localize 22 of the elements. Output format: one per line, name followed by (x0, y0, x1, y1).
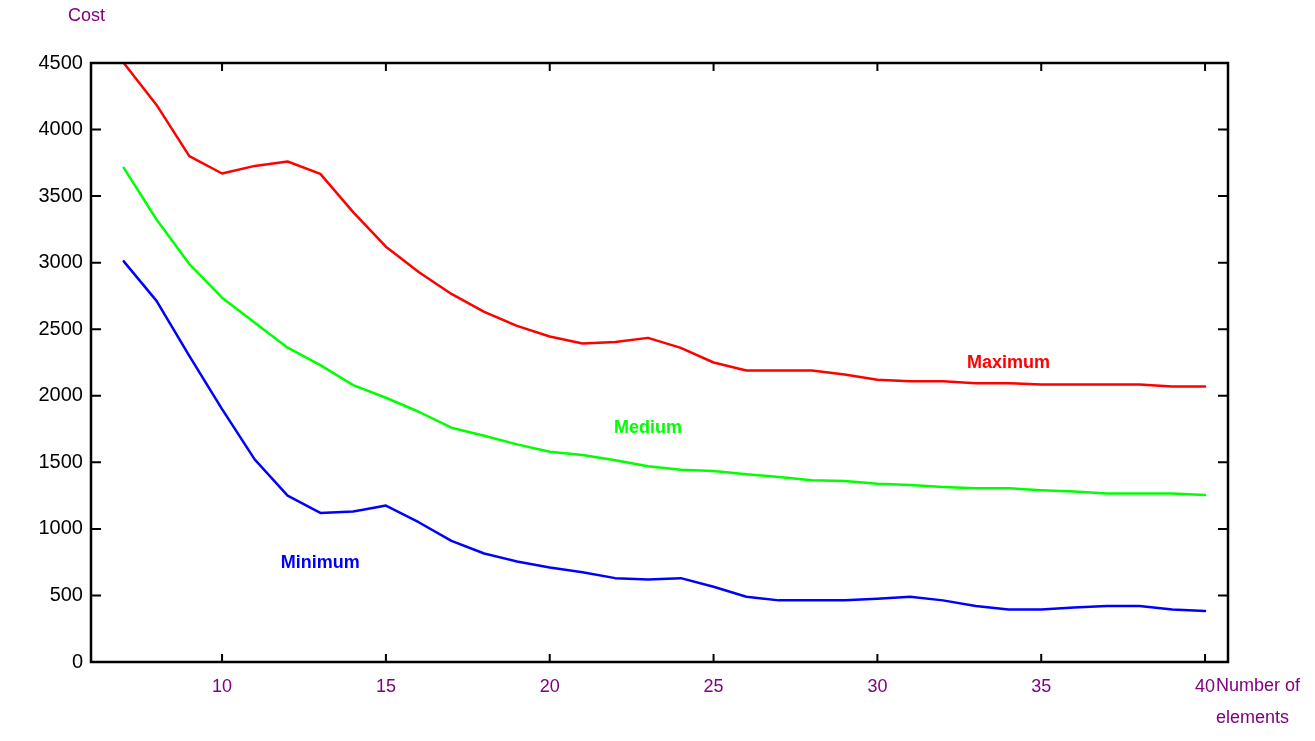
y-tick-label: 2000 (38, 383, 83, 406)
y-tick-label: 4500 (38, 50, 83, 73)
y-tick-label: 3500 (38, 183, 83, 206)
x-tick-label: 10 (212, 675, 233, 696)
series-label: Medium (614, 417, 683, 438)
x-tick-label: 25 (703, 675, 724, 696)
x-tick-label: 35 (1031, 675, 1052, 696)
y-tick-label: 4000 (38, 117, 83, 140)
y-axis-title: Cost (68, 4, 106, 25)
x-tick-label: 30 (867, 675, 888, 696)
y-tick-label: 500 (49, 582, 83, 605)
y-tick-label: 1500 (38, 449, 83, 472)
x-tick-label: 20 (539, 675, 560, 696)
y-tick-label: 1000 (38, 516, 83, 539)
y-tick-label: 2500 (38, 316, 83, 339)
x-axis-title: Number of elements (1216, 674, 1302, 727)
series-label: Maximum (966, 352, 1050, 373)
text: Minimum (280, 551, 360, 572)
y-tick-label: 3000 (38, 250, 83, 273)
x-tick-label: 40 (1195, 675, 1216, 696)
y-tick-label: 0 (71, 649, 83, 672)
x-tick-label: 15 (375, 675, 396, 696)
